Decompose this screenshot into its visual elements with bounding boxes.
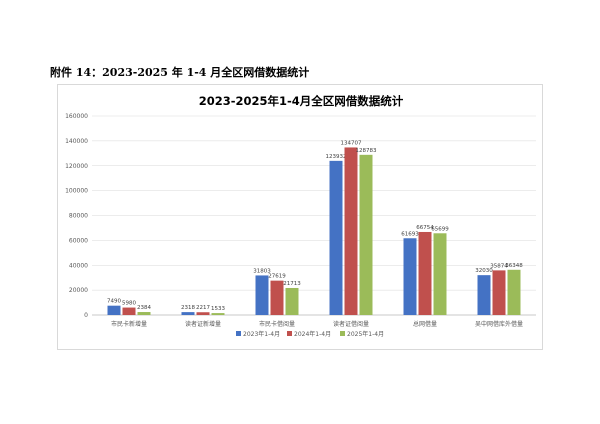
chart-frame: 2023-2025年1-4月全区网借数据统计 0 20000 40000 60000 8…	[57, 84, 543, 350]
bar	[122, 307, 136, 315]
legend-swatch	[236, 331, 241, 336]
y-tick-label: 20000	[69, 287, 88, 294]
data-label: 21713	[283, 281, 301, 287]
y-tick-label: 60000	[69, 237, 88, 244]
data-label: 128783	[356, 148, 377, 154]
data-label: 123932	[326, 154, 347, 160]
y-tick-label: 140000	[65, 138, 88, 145]
y-tick-label: 160000	[65, 113, 88, 120]
bar	[181, 312, 195, 315]
x-tick-label: 读者证新增量	[185, 320, 221, 328]
chart-title: 2023-2025年1-4月全区网借数据统计	[199, 94, 404, 108]
data-label: 32030	[475, 268, 493, 274]
bar	[137, 312, 151, 315]
y-axis: 0 20000 40000 60000 80000 100000 120000 140000 1…	[65, 113, 88, 319]
y-tick-label: 40000	[69, 262, 88, 269]
data-label: 2318	[181, 305, 195, 311]
data-label: 66754	[416, 225, 434, 231]
legend-label: 2024年1-4月	[294, 330, 331, 338]
bar	[477, 275, 491, 315]
data-label: 35874	[490, 263, 508, 269]
bar	[492, 270, 506, 315]
bar	[344, 147, 358, 315]
data-label: 27619	[268, 274, 286, 280]
x-tick-label: 市民卡新增量	[111, 320, 147, 328]
y-tick-label: 100000	[65, 188, 88, 195]
bar	[196, 312, 210, 315]
x-tick-label: 总网借量	[413, 320, 437, 328]
x-tick-label: 读者证借阅量	[333, 320, 369, 328]
data-label: 61693	[401, 231, 419, 237]
gridlines	[92, 115, 536, 316]
legend-label: 2025年1-4月	[347, 330, 384, 338]
data-label: 5980	[122, 301, 136, 307]
y-tick-label: 80000	[69, 213, 88, 220]
bar	[403, 238, 417, 315]
data-label: 36348	[505, 263, 523, 269]
bar	[329, 160, 343, 315]
x-axis: 市民卡新增量 读者证新增量 市民卡借阅量 读者证借阅量 总网借量 吴中网借库外借量	[111, 320, 523, 328]
bar	[270, 280, 284, 315]
bar	[255, 275, 269, 315]
legend-swatch	[340, 331, 345, 336]
data-label: 31803	[253, 268, 271, 274]
data-label: 134707	[341, 140, 362, 146]
figure-caption: 附件 14：2023-2025 年 1-4 月全区网借数据统计	[50, 66, 310, 79]
data-label: 2384	[137, 305, 151, 311]
y-tick-label: 0	[84, 312, 88, 319]
data-label: 65699	[431, 226, 449, 232]
y-tick-label: 120000	[65, 163, 88, 170]
bar	[433, 233, 447, 315]
legend-label: 2023年1-4月	[243, 330, 280, 338]
bar	[359, 154, 373, 315]
bar	[507, 269, 521, 315]
bar	[418, 231, 432, 315]
bar	[107, 305, 121, 315]
legend: 2023年1-4月 2024年1-4月 2025年1-4月	[236, 330, 384, 338]
x-tick-label: 市民卡借阅量	[259, 320, 295, 328]
data-label: 7490	[107, 299, 121, 305]
legend-swatch	[287, 331, 292, 336]
x-tick-label: 吴中网借库外借量	[475, 320, 523, 328]
bar	[285, 287, 299, 315]
data-label: 2217	[196, 305, 210, 311]
bar	[211, 313, 225, 315]
data-label: 1533	[211, 306, 225, 312]
bar-chart: 2023-2025年1-4月全区网借数据统计 0 20000 40000 60000 8…	[65, 94, 536, 338]
